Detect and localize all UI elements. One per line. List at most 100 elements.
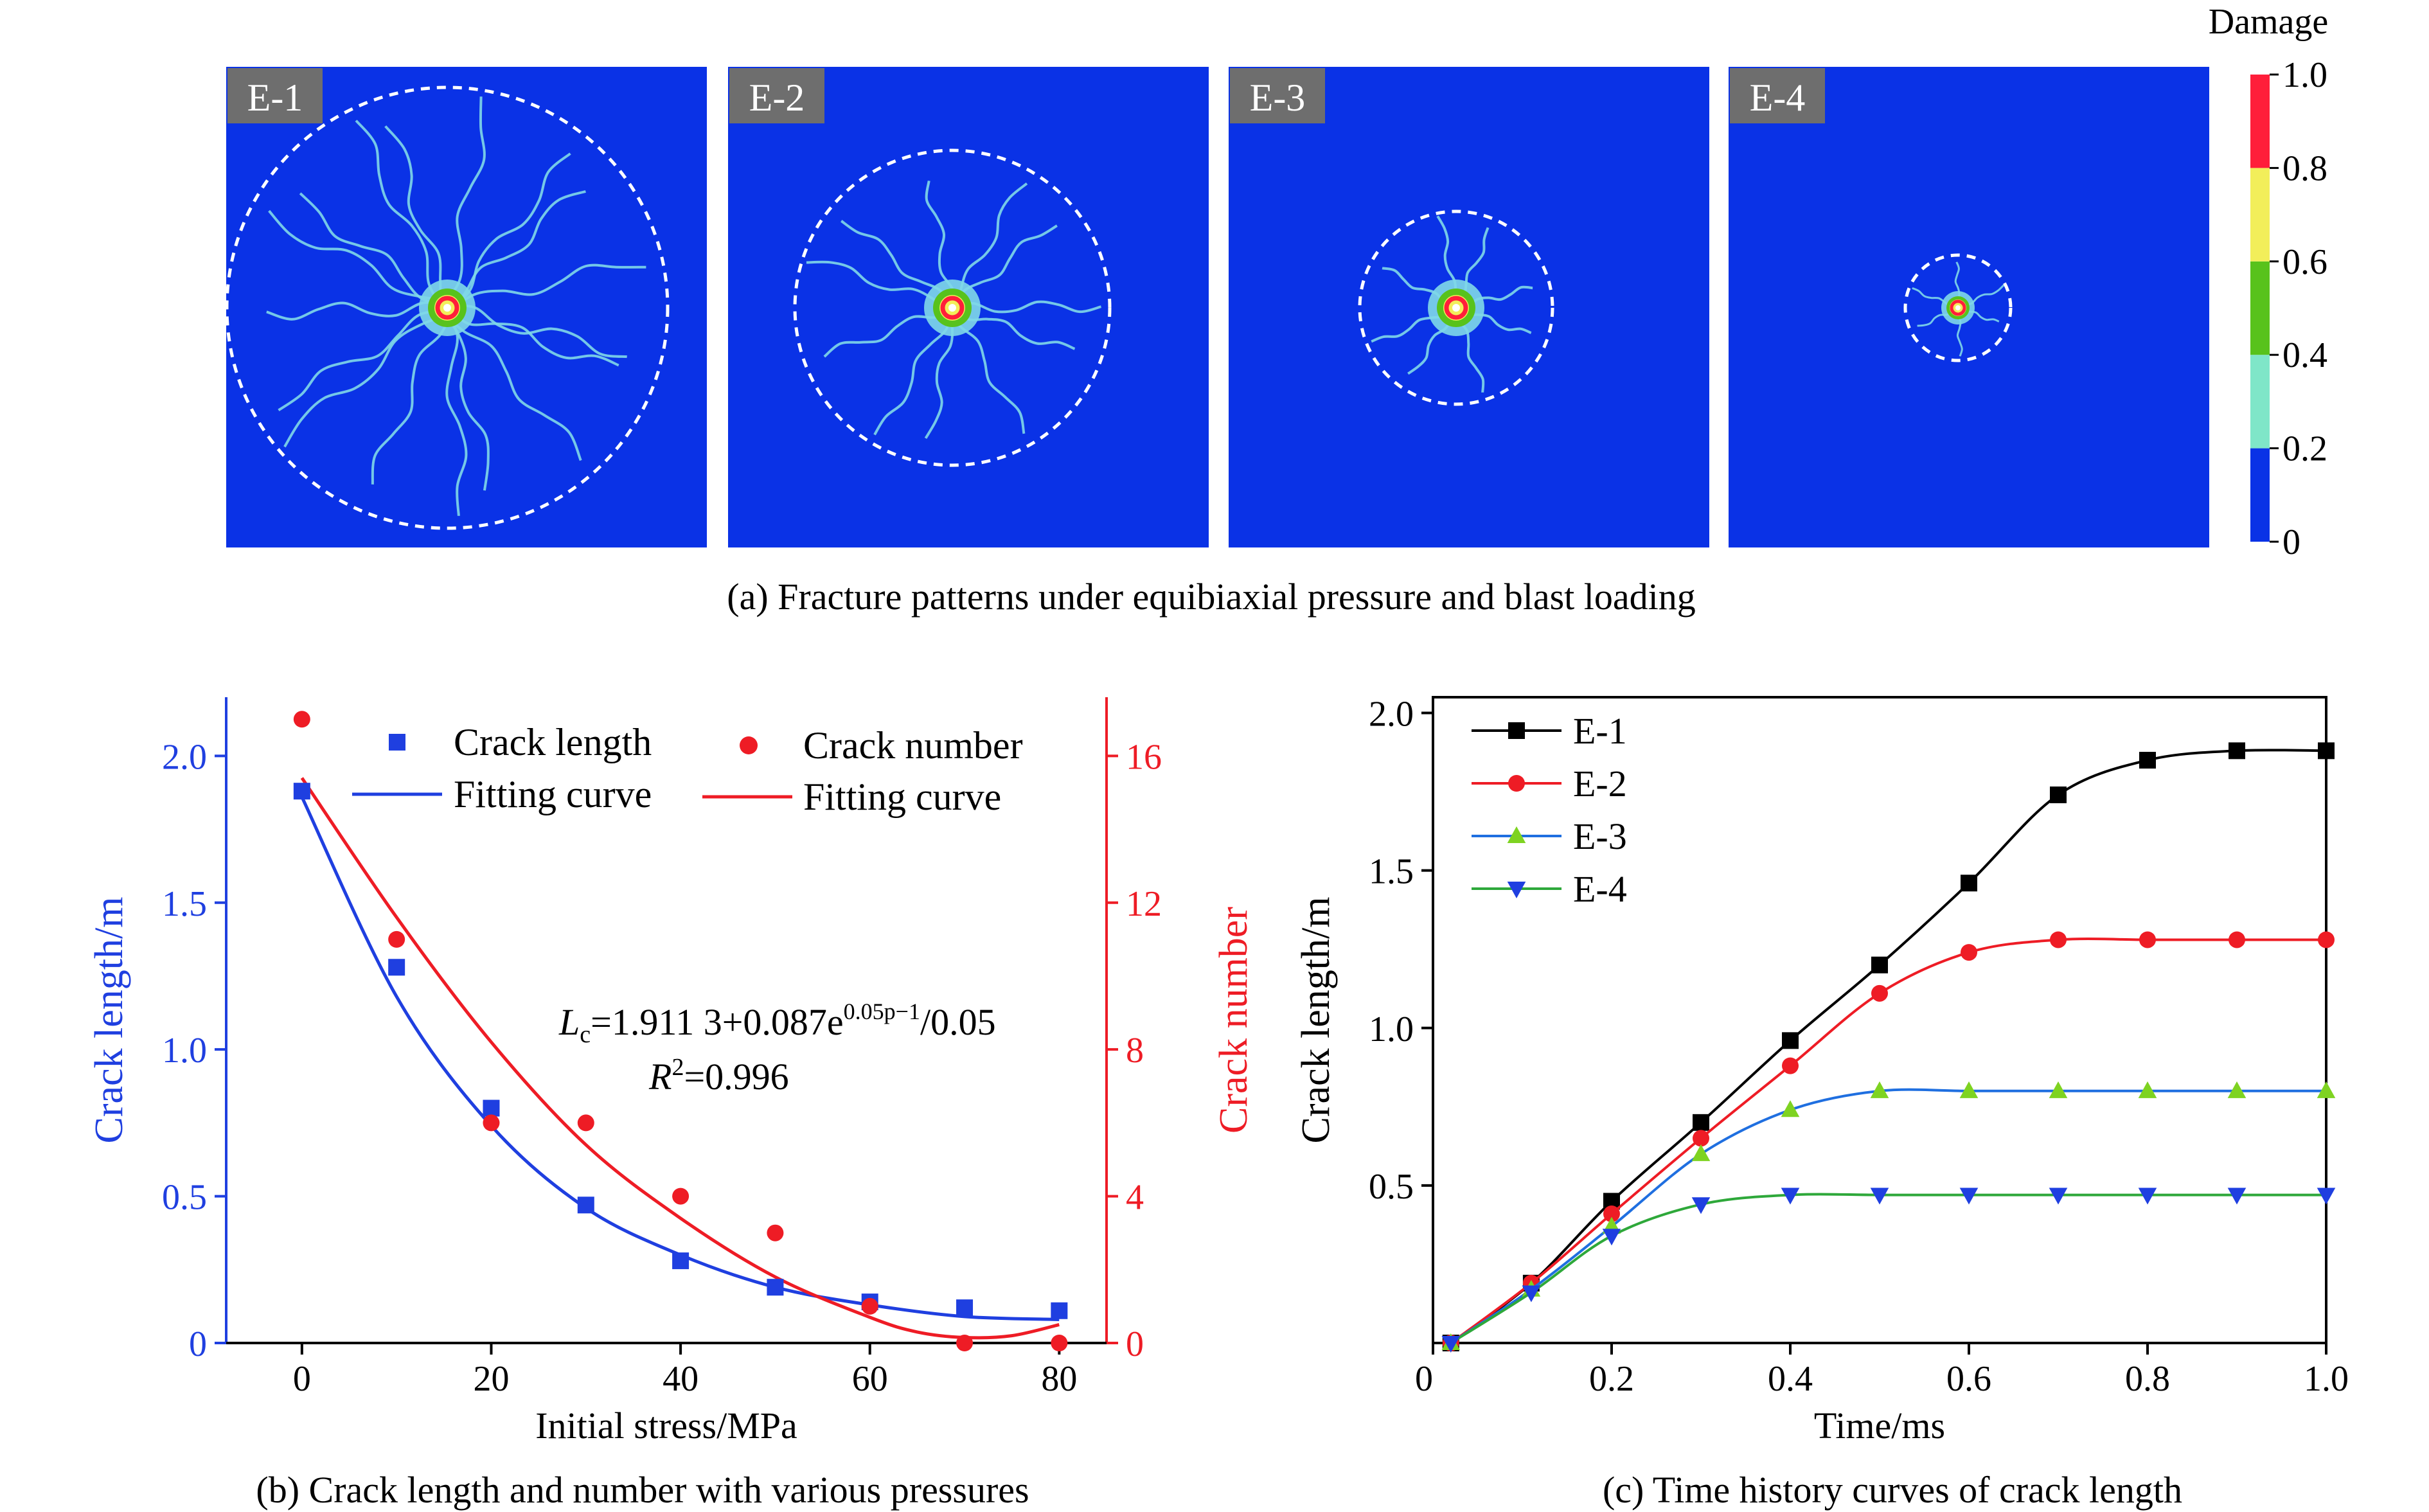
- panel-label: E-2: [749, 76, 805, 119]
- legend-label: Fitting curve: [803, 776, 1001, 818]
- legend-marker: [1507, 881, 1526, 898]
- crack-length-point: [293, 783, 310, 800]
- text-run: L: [558, 1001, 580, 1043]
- colorbar-tick-label: 0.4: [2282, 335, 2327, 375]
- series-point: [2050, 931, 2067, 948]
- text-run: 2: [672, 1054, 684, 1081]
- panel-label-bg: [1230, 68, 1325, 123]
- y-tick-label-left: 1.0: [162, 1031, 207, 1071]
- series-point: [1961, 944, 1977, 961]
- panel-a-fracture-patterns: E-1 E-2 E-3 E-4: [225, 67, 2209, 547]
- series-point: [2318, 931, 2335, 948]
- series-point: [1693, 1130, 1709, 1147]
- borehole: [443, 304, 451, 312]
- series-line: [1450, 1088, 2326, 1344]
- series-point: [2227, 1187, 2247, 1205]
- crack-number-point: [483, 1114, 500, 1132]
- colorbar-tick-label: 1.0: [2282, 55, 2327, 95]
- panel-label: E-4: [1750, 76, 1806, 119]
- colorbar-band: [2250, 168, 2270, 262]
- series-point: [1781, 1100, 1800, 1117]
- colorbar-band: [2250, 75, 2270, 168]
- borehole: [1452, 304, 1460, 312]
- colorbar-band: [2250, 448, 2270, 542]
- series-point: [1781, 1187, 1800, 1205]
- text-run: /0.05: [920, 1001, 996, 1043]
- crack-length-point: [483, 1099, 500, 1117]
- crack-number-point: [956, 1335, 974, 1351]
- crack-line: [371, 309, 454, 485]
- fracture-panel: E-1: [225, 67, 707, 547]
- legend-label: E-2: [1573, 763, 1627, 805]
- series-point: [2049, 1081, 2068, 1098]
- crack-number-point: [577, 1114, 594, 1132]
- fitting-curve: [300, 777, 1060, 1340]
- series-point: [2318, 742, 2335, 760]
- text-run: =1.911 3+0.087e: [591, 1001, 844, 1043]
- series-point: [2139, 931, 2156, 948]
- series-point: [1782, 1057, 1799, 1074]
- series-point: [2050, 786, 2067, 803]
- legend-marker: [1507, 826, 1526, 844]
- series-point: [1959, 1081, 1979, 1098]
- colorbar-tick-label: 0.2: [2282, 429, 2327, 469]
- colorbar-title: Damage: [2209, 2, 2329, 42]
- series-point: [1870, 1081, 1889, 1098]
- colorbar-band: [2250, 355, 2270, 449]
- caption-c: (c) Time history curves of crack length: [1603, 1469, 2182, 1511]
- panel-label-bg: [1730, 68, 1825, 123]
- colorbar-band: [2250, 261, 2270, 355]
- crack-length-point: [577, 1196, 594, 1214]
- legend-label: E-3: [1573, 815, 1627, 857]
- x-tick-label: 40: [663, 1359, 698, 1399]
- crack-line: [445, 307, 468, 516]
- series-point: [2229, 742, 2245, 760]
- caption-a: (a) Fracture patterns under equibiaxial …: [727, 576, 1695, 618]
- fracture-zone-circle: [1903, 253, 2013, 362]
- fit-equation: Lc=1.911 3+0.087e0.05p−1/0.05: [558, 999, 996, 1048]
- fracture-zone-circle: [225, 85, 670, 530]
- series-point: [1693, 1114, 1709, 1131]
- series-line: [1450, 1193, 2326, 1344]
- crack-line: [446, 307, 619, 367]
- series-point: [1522, 1285, 1541, 1303]
- panel-label: E-3: [1250, 76, 1306, 119]
- series-point: [1603, 1205, 1620, 1222]
- chart-b-crack-length-number: 0 20 40 60 80 0 0.5 1.0 1.5 2.0 0 4 8 12 16 Initial str…: [87, 697, 1256, 1446]
- series-point: [1691, 1144, 1711, 1161]
- fracture-panel: E-4: [1729, 67, 2209, 547]
- panel-label-bg: [227, 68, 323, 123]
- fracture-zone-circle: [793, 148, 1112, 467]
- damage-colorbar: Damage 1.0 0.8 0.6 0.4 0.2 0: [2209, 2, 2329, 562]
- series-point: [2049, 1187, 2068, 1205]
- series-point: [2139, 752, 2156, 769]
- crack-line: [299, 192, 450, 307]
- x-tick-label: 0.2: [1589, 1359, 1634, 1399]
- borehole: [1955, 305, 1961, 310]
- y-tick-label-left: 0.5: [162, 1178, 207, 1218]
- x-tick-label: 1.0: [2304, 1359, 2349, 1399]
- damage-ring: [1444, 296, 1468, 320]
- y-tick-label-right: 16: [1126, 737, 1162, 777]
- y-tick-label: 1.0: [1369, 1009, 1414, 1049]
- panel-label-bg: [729, 68, 824, 123]
- series-point: [1441, 1335, 1461, 1353]
- series-point: [2227, 1081, 2247, 1098]
- legend-marker: [1508, 775, 1525, 792]
- y-axis-label-right: Crack number: [1212, 907, 1256, 1134]
- crack-line: [449, 152, 571, 311]
- crack-length-point: [672, 1252, 690, 1270]
- fracture-panel: E-3: [1229, 67, 1709, 547]
- y-tick-label-right: 12: [1126, 884, 1162, 924]
- crack-length-point: [767, 1279, 784, 1296]
- series-point: [1691, 1197, 1711, 1214]
- damage-ring: [435, 296, 459, 320]
- x-tick-label: 80: [1041, 1359, 1077, 1399]
- panel-label: E-1: [247, 76, 303, 119]
- legend-marker-crack-number: [740, 736, 758, 754]
- x-axis-label: Initial stress/MPa: [535, 1405, 797, 1446]
- series-point: [1961, 875, 1977, 892]
- colorbar-tick-label: 0.8: [2282, 148, 2327, 188]
- legend-marker: [1508, 722, 1525, 739]
- y-axis-label-left: Crack length/m: [87, 897, 131, 1144]
